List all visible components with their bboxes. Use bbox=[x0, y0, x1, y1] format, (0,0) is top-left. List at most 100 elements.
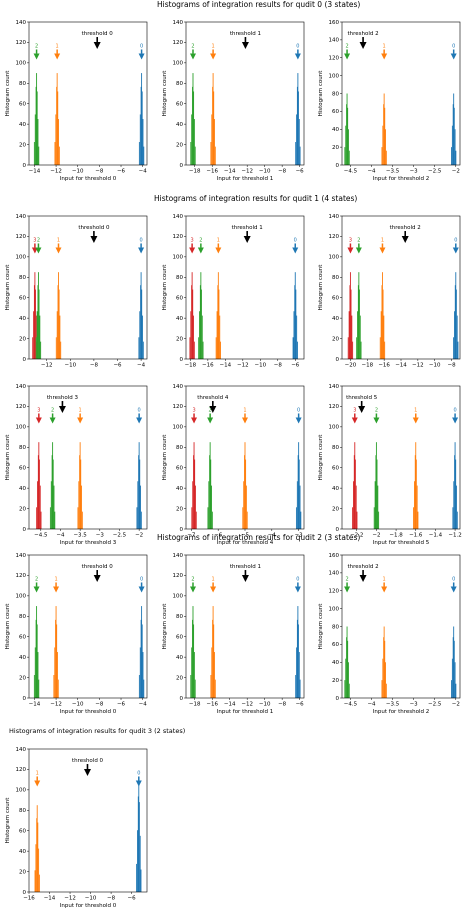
threshold-arrow bbox=[209, 406, 217, 414]
state-label: 1 bbox=[381, 237, 384, 243]
state-arrow bbox=[189, 586, 196, 593]
histogram-bar bbox=[193, 119, 195, 165]
x-tick-label: −14 bbox=[44, 896, 56, 902]
state-arrow bbox=[294, 53, 301, 60]
histogram-bar bbox=[347, 337, 349, 359]
histogram-bar bbox=[138, 337, 140, 359]
histogram-bar bbox=[38, 289, 40, 359]
y-tick-label: 100 bbox=[329, 73, 340, 79]
y-axis-label: Histogram count bbox=[162, 603, 168, 650]
state-label: 2 bbox=[345, 576, 348, 582]
x-tick-label: −18 bbox=[361, 363, 373, 369]
y-tick-label: 140 bbox=[329, 214, 340, 220]
histogram-bar bbox=[193, 442, 195, 529]
histogram-bar bbox=[295, 289, 297, 359]
histogram-bar bbox=[296, 647, 298, 698]
y-tick-label: 60 bbox=[19, 296, 26, 302]
histogram-bar bbox=[295, 675, 297, 698]
histogram-bar bbox=[199, 311, 201, 359]
state-label: 0 bbox=[140, 237, 143, 243]
y-tick-label: 60 bbox=[176, 296, 183, 302]
histogram-bar bbox=[39, 485, 41, 529]
y-tick-label: 60 bbox=[332, 109, 339, 115]
histogram-bar bbox=[383, 626, 385, 698]
threshold-label: threshold 0 bbox=[78, 225, 110, 231]
histogram-bar bbox=[349, 285, 351, 359]
state-arrow bbox=[452, 247, 459, 254]
histogram-bar bbox=[360, 341, 362, 359]
histogram-bar bbox=[50, 481, 52, 529]
y-tick-label: 100 bbox=[173, 594, 184, 600]
histogram-bar bbox=[78, 481, 80, 529]
histogram-bar bbox=[200, 272, 202, 359]
histogram-bar bbox=[356, 511, 358, 529]
y-tick-label: 20 bbox=[19, 336, 26, 342]
histogram-bar bbox=[346, 637, 348, 698]
x-tick-label: −10 bbox=[64, 363, 76, 369]
x-tick-label: −14 bbox=[224, 702, 236, 708]
threshold-arrow bbox=[358, 406, 366, 414]
histogram-panel: 2 1 0 threshold 1 −18 −16 −14 −12 −10 −8 −6 0 20 40 60… bbox=[160, 8, 310, 186]
y-tick-label: 20 bbox=[176, 675, 183, 681]
x-axis-label: Input for threshold 1 bbox=[217, 709, 273, 715]
state-label: 0 bbox=[453, 407, 456, 413]
y-tick-label: 40 bbox=[176, 122, 183, 128]
histogram-bar bbox=[295, 507, 297, 529]
histogram-bar bbox=[244, 455, 245, 529]
y-tick-label: 140 bbox=[173, 20, 184, 26]
x-tick-label: −4.5 bbox=[34, 533, 48, 539]
histogram-bar bbox=[33, 142, 35, 165]
x-tick-label: −1.2 bbox=[448, 533, 461, 539]
state-label: 2 bbox=[35, 43, 38, 49]
histogram-bar bbox=[199, 285, 201, 359]
threshold-arrow bbox=[90, 236, 98, 244]
y-tick-label: 60 bbox=[176, 635, 183, 641]
histogram-bar bbox=[138, 142, 140, 165]
histogram-bar bbox=[346, 93, 348, 165]
x-tick-label: −2 bbox=[452, 169, 460, 175]
histogram-bar bbox=[209, 442, 211, 529]
histogram-bar bbox=[36, 73, 38, 165]
y-tick-label: 120 bbox=[329, 56, 340, 62]
x-tick-label: −18 bbox=[189, 702, 201, 708]
x-tick-label: −4 bbox=[139, 702, 148, 708]
state-arrow bbox=[138, 586, 145, 593]
section-title-qudit-1: Histograms of integration results for qu… bbox=[154, 194, 358, 203]
axes-frame bbox=[28, 385, 148, 530]
threshold-label: threshold 0 bbox=[82, 31, 114, 37]
y-tick-label: 100 bbox=[16, 788, 27, 794]
histogram-bar bbox=[417, 511, 419, 529]
y-tick-label: 60 bbox=[19, 829, 26, 835]
histogram-bar bbox=[453, 107, 455, 165]
x-tick-label: −1.6 bbox=[409, 533, 423, 539]
histogram-bar bbox=[373, 507, 375, 529]
histogram-bar bbox=[245, 459, 247, 529]
y-axis-label: Histogram count bbox=[318, 264, 324, 311]
histogram-bar bbox=[348, 129, 349, 165]
histogram-bar bbox=[143, 146, 145, 165]
histogram-bar bbox=[38, 146, 40, 165]
histogram-bar bbox=[359, 315, 361, 359]
y-tick-label: 60 bbox=[19, 635, 26, 641]
y-tick-label: 0 bbox=[336, 527, 340, 533]
x-tick-label: −6 bbox=[117, 169, 126, 175]
histogram-bar bbox=[299, 146, 301, 165]
x-tick-label: −12 bbox=[241, 702, 253, 708]
y-tick-label: 40 bbox=[176, 316, 183, 322]
histogram-bar bbox=[456, 485, 457, 529]
histogram-panel: 2 1 0 threshold 0 −14 −12 −10 −8 −6 −4 0 20 40 60 80 10… bbox=[3, 8, 153, 186]
x-tick-label: −12 bbox=[41, 363, 53, 369]
state-label: 0 bbox=[138, 407, 141, 413]
histogram-bar bbox=[354, 442, 356, 529]
state-label: 0 bbox=[452, 43, 455, 49]
threshold-arrow bbox=[241, 42, 249, 50]
histogram-bar bbox=[211, 511, 213, 529]
histogram-chart: 3 2 1 0 threshold 3 −4.5 −4 −3.5 −3 −2.5 −2 0 20 40 60… bbox=[5, 384, 148, 546]
histogram-bar bbox=[52, 459, 54, 529]
state-label: 1 bbox=[383, 576, 386, 582]
histogram-bar bbox=[54, 511, 56, 529]
y-tick-label: 40 bbox=[19, 849, 26, 855]
y-tick-label: 100 bbox=[16, 425, 27, 431]
y-tick-label: 80 bbox=[332, 445, 339, 451]
histogram-bar bbox=[140, 619, 142, 698]
